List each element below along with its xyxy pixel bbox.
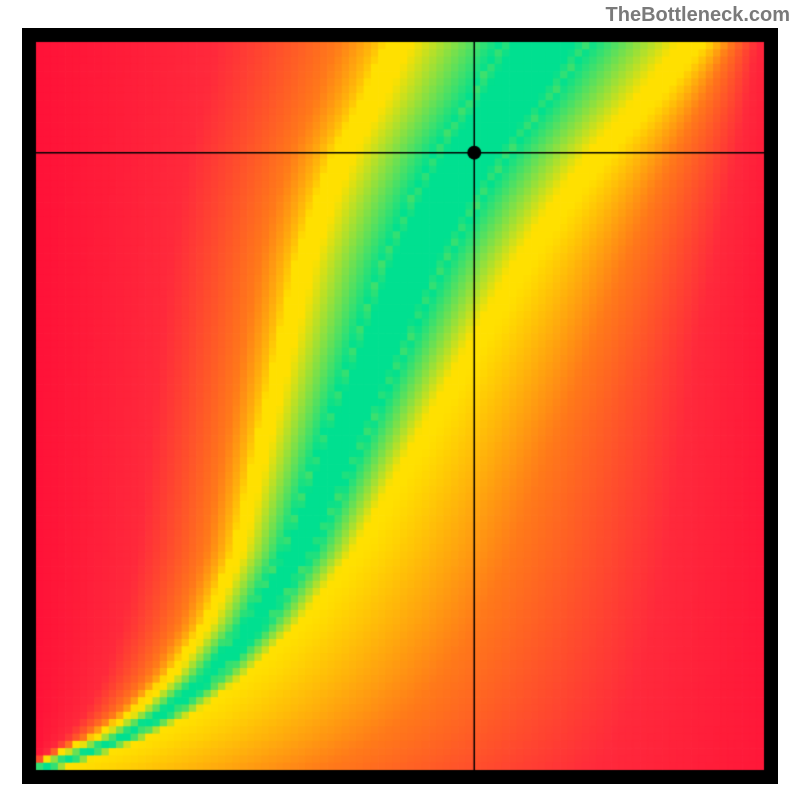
attribution-text: TheBottleneck.com xyxy=(606,4,790,27)
bottleneck-heatmap xyxy=(22,28,778,784)
